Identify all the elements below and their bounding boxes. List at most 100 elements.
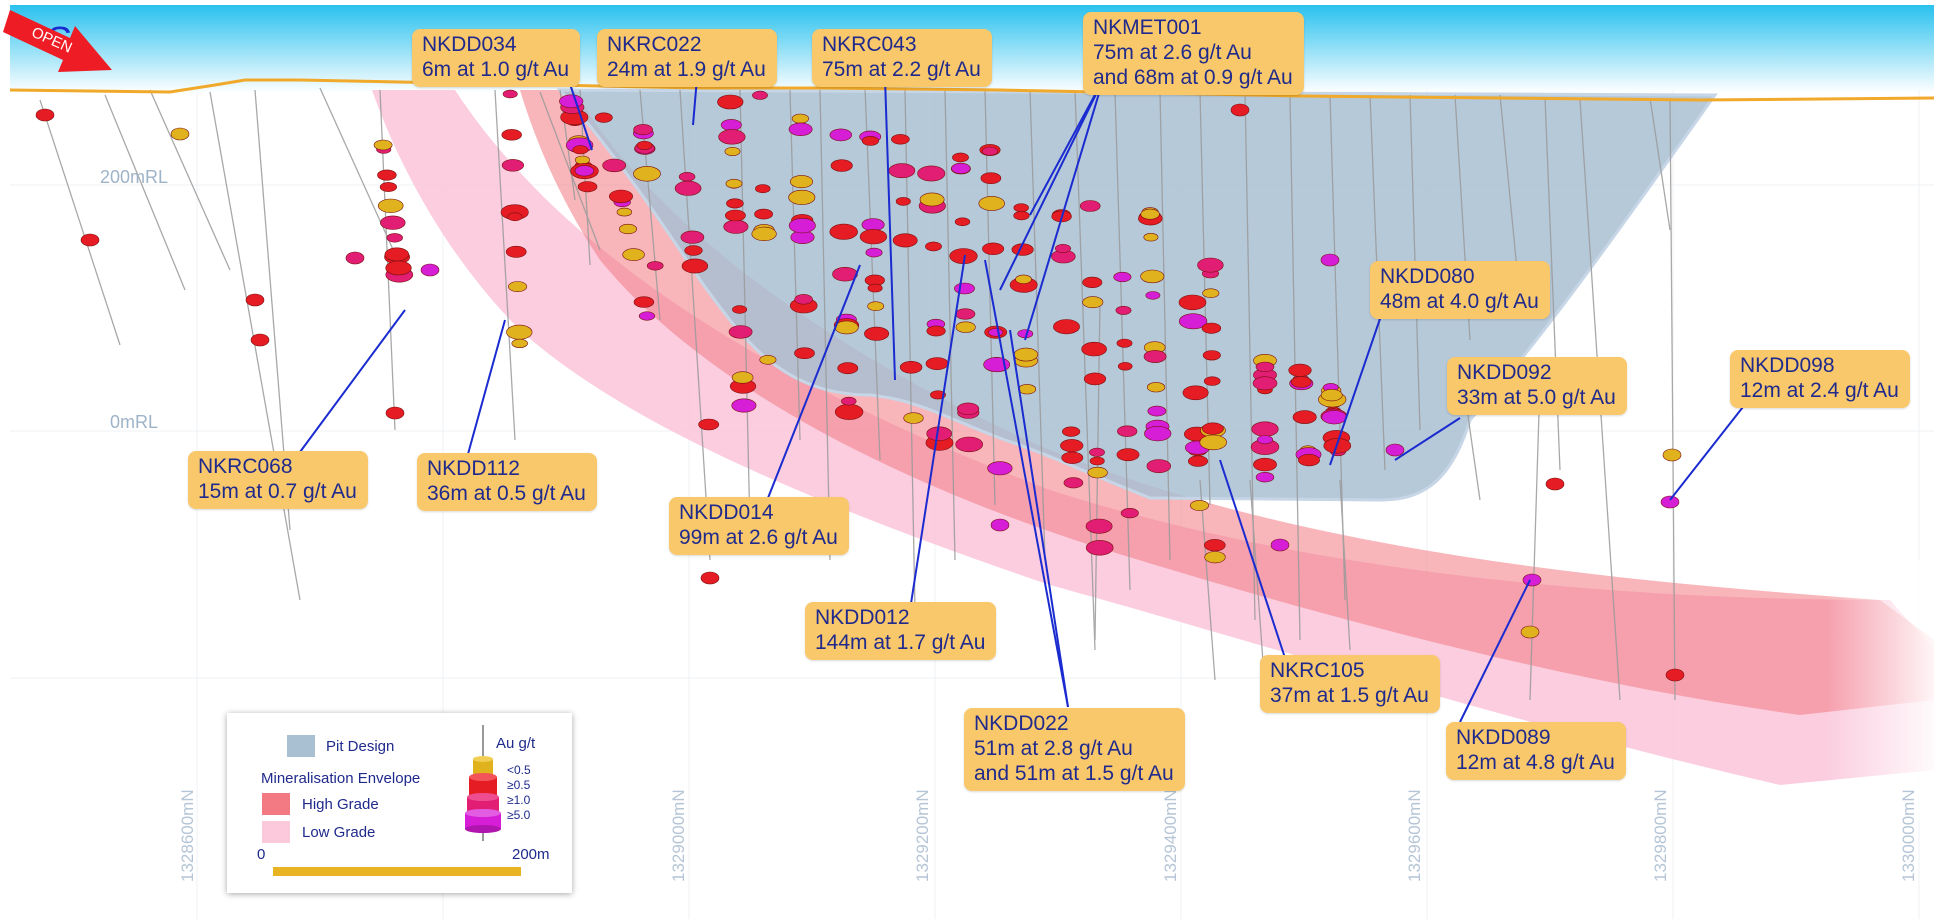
- assay-disk: [988, 328, 1004, 337]
- assay-disk: [720, 119, 742, 131]
- leader-lines: [299, 77, 1751, 723]
- assay-disk: [832, 267, 858, 282]
- scale-bar: [273, 867, 521, 876]
- assay-disk: [1178, 294, 1207, 311]
- assay-disk: [384, 247, 409, 262]
- intercept-text: and 51m at 1.5 g/t Au: [974, 762, 1174, 785]
- assay-disk: [731, 398, 757, 413]
- assay-disk: [751, 226, 777, 241]
- hole-id: NKRC105: [1270, 659, 1365, 682]
- assay-disk: [700, 571, 720, 585]
- pit-design-swatch: [287, 735, 315, 757]
- hole-id: NKDD098: [1740, 354, 1835, 377]
- assay-disk: [574, 155, 590, 165]
- assay-disk: [170, 127, 190, 141]
- callout-nkdd012: NKDD012 144m at 1.7 g/t Au: [805, 602, 997, 660]
- callout-nkdd112: NKDD112 36m at 0.5 g/t Au: [417, 453, 597, 511]
- assay-disk: [633, 166, 661, 182]
- callout-nkdd022: NKDD022 51m at 2.8 g/t Au and 51m at 1.5…: [964, 708, 1185, 791]
- assay-disk: [608, 189, 633, 204]
- callout-nkrc068: NKRC068 15m at 0.7 g/t Au: [188, 451, 368, 509]
- northing-label: 1329800mN: [1651, 789, 1670, 882]
- assay-disk: [954, 217, 971, 227]
- assay-disk: [956, 402, 980, 415]
- intercept-text: and 68m at 0.9 g/t Au: [1093, 66, 1293, 89]
- intercept-text: 144m at 1.7 g/t Au: [815, 631, 986, 654]
- assay-disk: [1120, 507, 1139, 519]
- hole-id: NKRC068: [198, 455, 293, 478]
- assay-disk: [1140, 208, 1160, 220]
- assay-disk: [1015, 274, 1032, 284]
- assay-disk: [1270, 538, 1290, 552]
- assay-disk: [1385, 443, 1405, 457]
- intercept-text: 12m at 2.4 g/t Au: [1740, 379, 1899, 402]
- assay-disk: [633, 296, 655, 308]
- assay-disk: [1115, 305, 1132, 315]
- assay-disk: [646, 261, 664, 271]
- hole-id: NKDD012: [815, 606, 910, 629]
- assay-disk: [955, 436, 984, 453]
- northing-label: 1330000mN: [1899, 789, 1918, 882]
- assay-disk: [834, 320, 859, 335]
- northing-label: 1329600mN: [1405, 789, 1424, 882]
- assay-disk: [1292, 410, 1317, 424]
- assay-disk: [511, 338, 528, 349]
- assay-disk: [888, 163, 916, 179]
- assay-disk: [420, 263, 440, 277]
- assay-disk: [731, 371, 754, 384]
- assay-disk: [955, 321, 976, 333]
- callout-nkdd034: NKDD034 6m at 1.0 g/t Au: [412, 29, 581, 87]
- legend-high-grade: High Grade: [302, 796, 379, 813]
- callout-nkdd092: NKDD092 33m at 5.0 g/t Au: [1447, 357, 1627, 415]
- assay-disk: [698, 418, 720, 431]
- hole-id: NKDD022: [974, 712, 1069, 735]
- assay-disk: [1178, 313, 1208, 330]
- assay-disk: [788, 218, 816, 234]
- assay-disk: [1117, 425, 1138, 437]
- assay-disk: [1116, 338, 1133, 348]
- assay-disk: [732, 305, 748, 314]
- assay-disk: [377, 169, 397, 181]
- assay-disk: [1520, 625, 1540, 639]
- callout-nkdd080: NKDD080 48m at 4.0 g/t Au: [1370, 261, 1550, 319]
- assay-disk: [728, 325, 753, 339]
- assay-disk: [1013, 211, 1030, 221]
- assay-disk: [726, 198, 744, 209]
- assay-disk: [867, 283, 883, 293]
- assay-disk: [678, 172, 696, 182]
- elevation-label-0mrl: 0mRL: [110, 412, 159, 432]
- assay-disk: [80, 233, 100, 247]
- assay-disk: [759, 354, 777, 365]
- assay-disk: [891, 134, 910, 145]
- assay-disk: [926, 426, 953, 441]
- intercept-text: 75m at 2.2 g/t Au: [822, 58, 981, 81]
- assay-disk: [501, 159, 525, 172]
- callout-nkdd098: NKDD098 12m at 2.4 g/t Au: [1730, 350, 1910, 408]
- legend-mineralisation-envelope: Mineralisation Envelope: [261, 770, 421, 787]
- high-grade-swatch: [262, 793, 290, 815]
- callout-nkrc043: NKRC043 75m at 2.2 g/t Au: [812, 29, 992, 87]
- assay-disk: [1087, 466, 1108, 479]
- callout-nkdd089: NKDD089 12m at 4.8 g/t Au: [1446, 722, 1626, 780]
- assay-disk: [789, 175, 813, 189]
- assay-disk: [841, 396, 857, 406]
- assay-disk: [1079, 200, 1101, 212]
- assay-disk: [1082, 276, 1103, 289]
- assay-disk: [794, 294, 813, 305]
- assay-disk: [864, 326, 890, 341]
- grade-stack-icon: [465, 725, 501, 841]
- assay-disk: [505, 245, 527, 258]
- assay-disk: [380, 215, 406, 230]
- callout-nkrc022: NKRC022 24m at 1.9 g/t Au: [597, 29, 777, 87]
- assay-disk: [501, 129, 522, 141]
- hole-id: NKDD089: [1456, 726, 1551, 749]
- assay-disk: [616, 207, 633, 217]
- assay-disk: [1199, 434, 1227, 451]
- assay-disk: [1202, 288, 1220, 299]
- northing-label: 1328600mN: [178, 789, 197, 882]
- assay-disk: [385, 260, 412, 276]
- assay-disk: [1085, 540, 1114, 556]
- assay-disk: [723, 219, 749, 234]
- legend-low-grade: Low Grade: [302, 824, 376, 841]
